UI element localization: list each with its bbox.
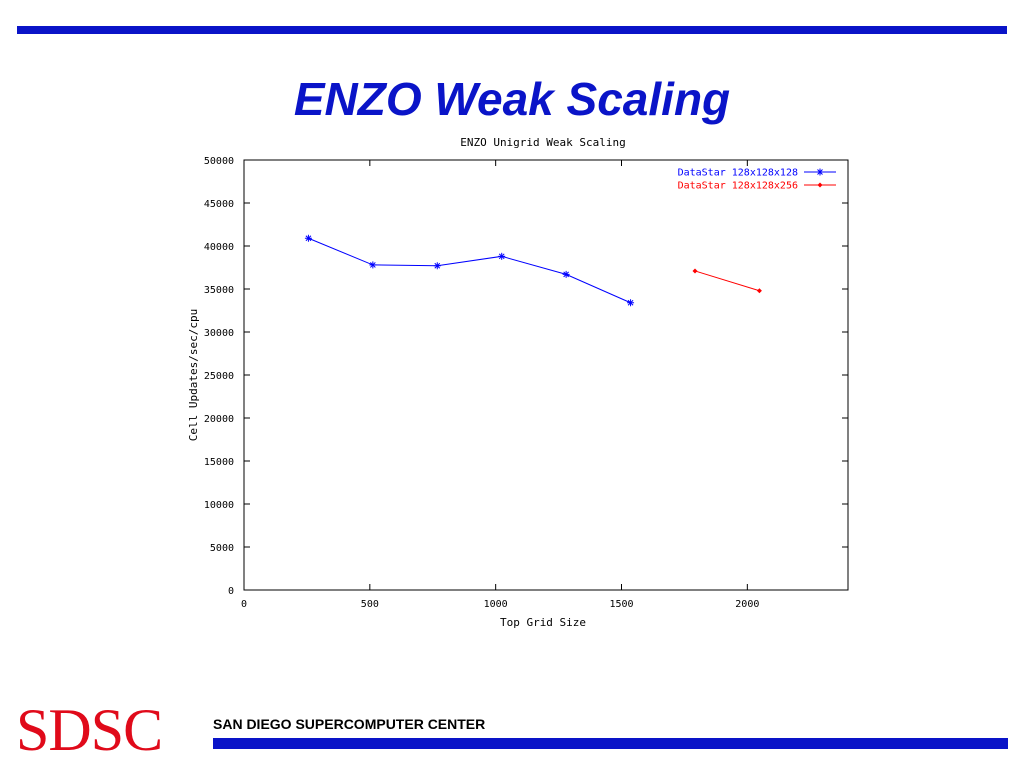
data-point bbox=[627, 299, 635, 307]
data-point bbox=[498, 252, 506, 260]
center-name: SAN DIEGO SUPERCOMPUTER CENTER bbox=[213, 716, 486, 732]
data-point bbox=[756, 288, 762, 294]
data-point bbox=[304, 234, 312, 242]
y-tick-label: 40000 bbox=[204, 242, 234, 253]
bottom-accent-bar bbox=[213, 738, 1008, 749]
y-tick-label: 10000 bbox=[204, 500, 234, 511]
x-tick-label: 2000 bbox=[735, 599, 759, 610]
legend-label-2: DataStar 128x128x256 bbox=[678, 181, 798, 192]
legend-label-1: DataStar 128x128x128 bbox=[678, 168, 798, 179]
y-axis: 0 5000 10000 15000 20000 25000 30000 35000 40000… bbox=[204, 156, 848, 597]
legend-marker-2 bbox=[817, 182, 823, 188]
slide-title: ENZO Weak Scaling bbox=[293, 73, 731, 125]
x-tick-label: 0 bbox=[241, 599, 247, 610]
y-tick-label: 5000 bbox=[210, 543, 234, 554]
legend-marker-1 bbox=[816, 168, 824, 176]
y-tick-label: 0 bbox=[228, 586, 234, 597]
series-layer bbox=[304, 234, 762, 307]
y-tick-label: 25000 bbox=[204, 371, 234, 382]
y-axis-label: Cell Updates/sec/cpu bbox=[187, 309, 200, 441]
x-tick-label: 500 bbox=[361, 599, 379, 610]
y-tick-label: 20000 bbox=[204, 414, 234, 425]
y-tick-label: 30000 bbox=[204, 328, 234, 339]
top-accent-bar bbox=[17, 26, 1007, 34]
legend: DataStar 128x128x128 DataStar 128x128x256 bbox=[678, 168, 836, 192]
plot-frame bbox=[243, 159, 849, 591]
data-point bbox=[692, 268, 698, 274]
chart-title: ENZO Unigrid Weak Scaling bbox=[460, 136, 626, 149]
sdsc-logo: SDSC bbox=[16, 697, 163, 763]
x-tick-label: 1500 bbox=[609, 599, 633, 610]
data-point bbox=[562, 270, 570, 278]
y-tick-label: 15000 bbox=[204, 457, 234, 468]
x-axis: 0 500 1000 1500 2000 bbox=[241, 160, 759, 610]
x-tick-label: 1000 bbox=[484, 599, 508, 610]
data-point bbox=[433, 262, 441, 270]
data-point bbox=[369, 261, 377, 269]
y-tick-label: 35000 bbox=[204, 285, 234, 296]
x-axis-label: Top Grid Size bbox=[500, 616, 586, 629]
y-tick-label: 45000 bbox=[204, 199, 234, 210]
series-line-2 bbox=[694, 270, 760, 292]
y-tick-label: 50000 bbox=[204, 156, 234, 167]
series-line-1 bbox=[308, 237, 631, 304]
